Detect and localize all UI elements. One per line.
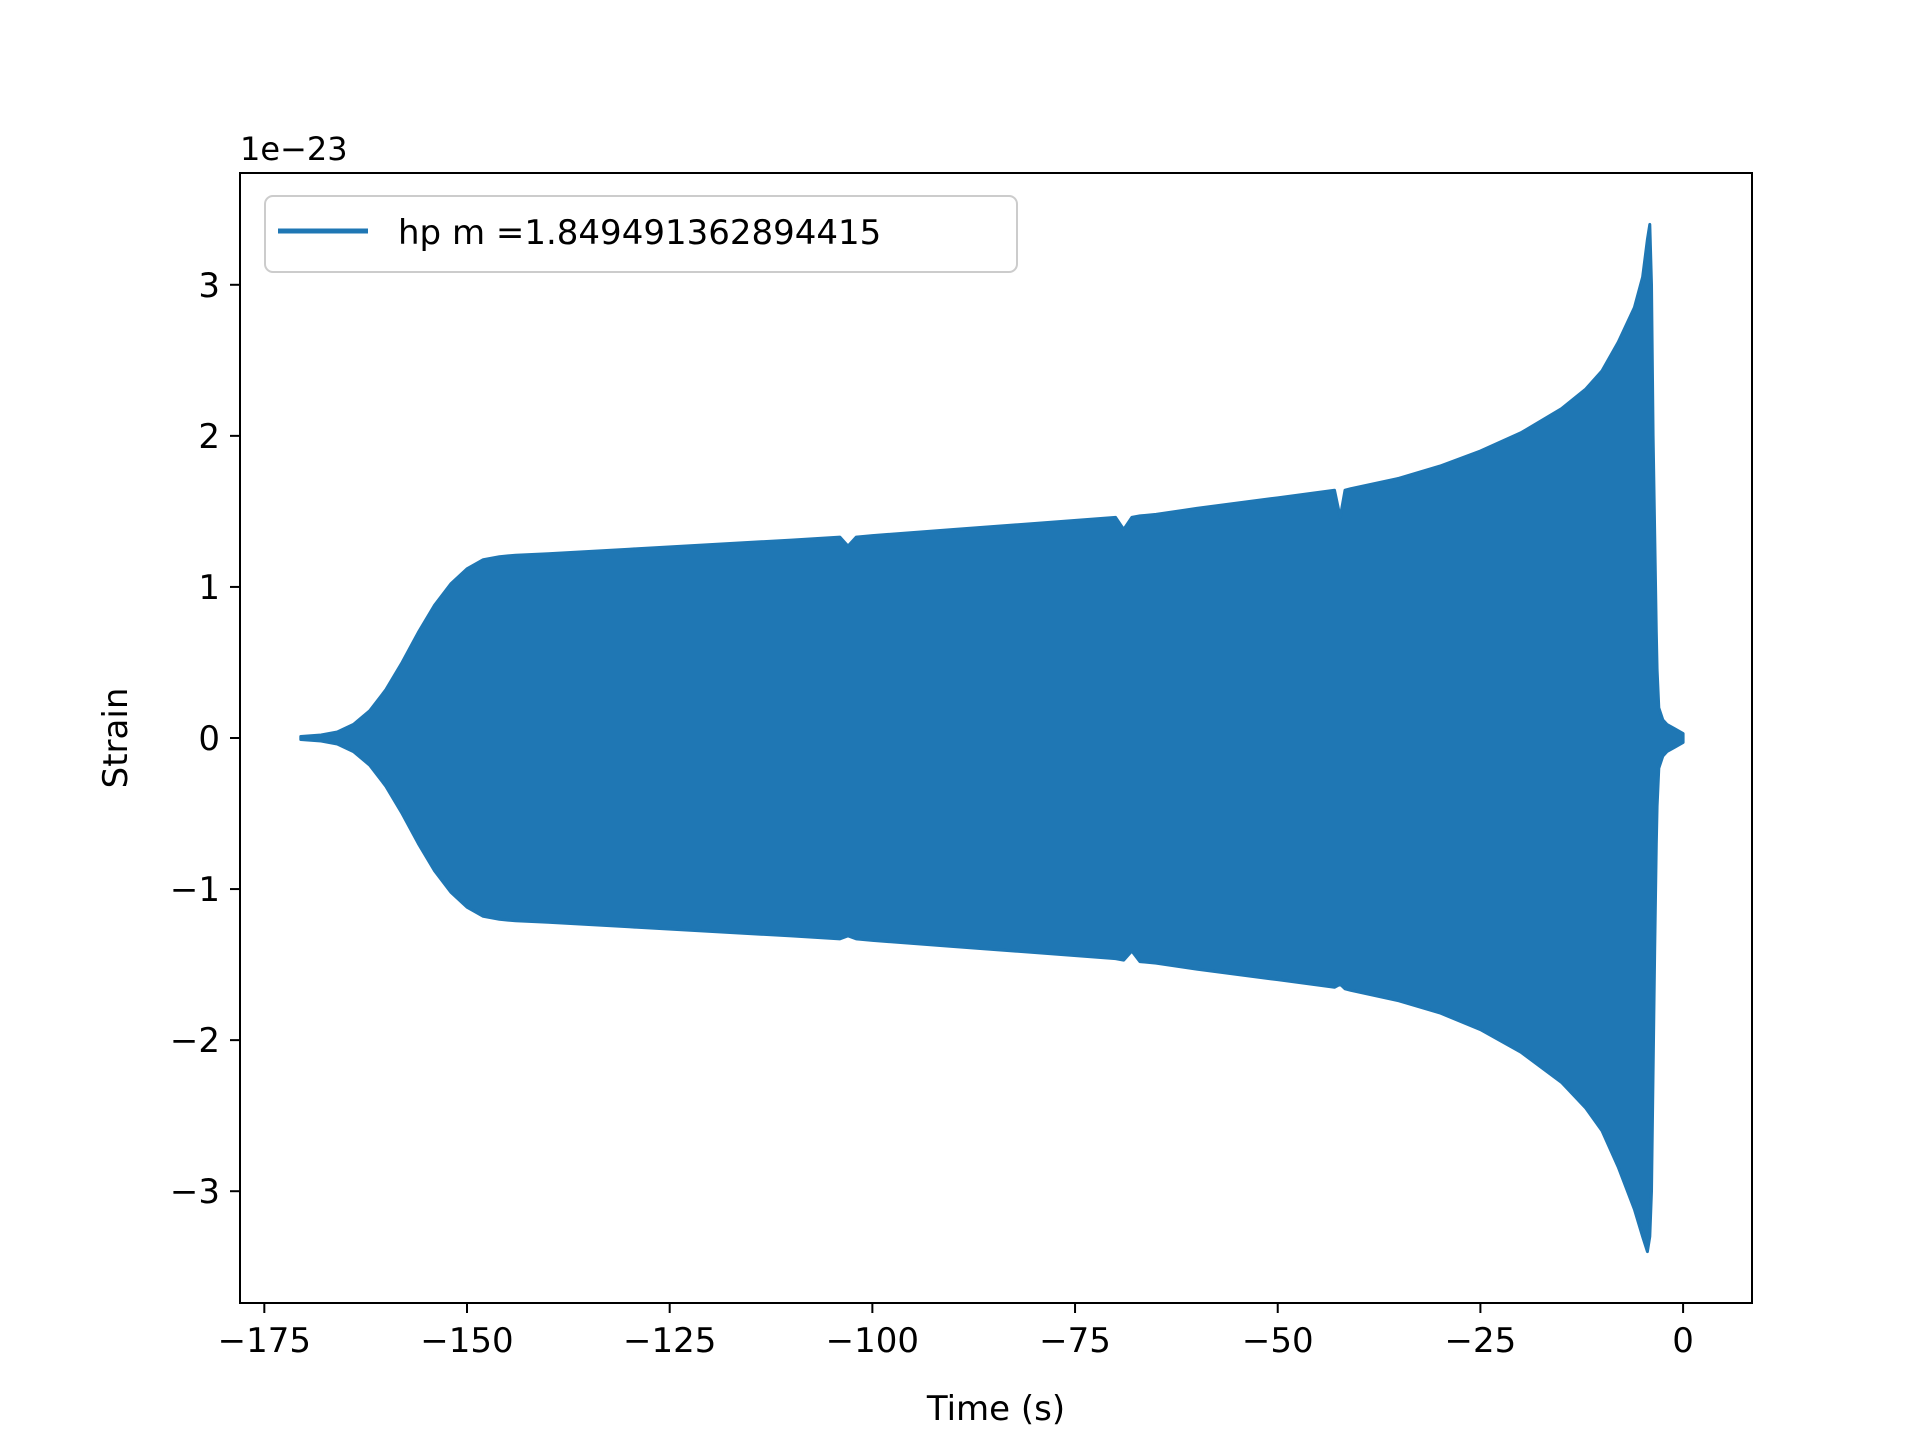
y-axis-ticks: −3 −2 −1 0 1 2 3 (170, 266, 240, 1212)
x-tick-label: −100 (826, 1321, 919, 1361)
x-tick-label: −150 (420, 1321, 513, 1361)
legend: hp m =1.849491362894415 (264, 195, 1018, 273)
x-tick-label: −75 (1039, 1321, 1111, 1361)
legend-label: hp m =1.849491362894415 (398, 213, 881, 253)
x-tick-label: −25 (1445, 1321, 1517, 1361)
y-axis-label: Strain (96, 688, 136, 789)
y-tick-label: 2 (198, 417, 220, 457)
y-tick-label: 3 (198, 266, 220, 306)
x-tick-label: −125 (623, 1321, 716, 1361)
series-waveform (299, 222, 1685, 1254)
x-axis-label: Time (s) (926, 1389, 1065, 1429)
y-tick-label: −3 (170, 1172, 220, 1212)
y-tick-label: 0 (198, 719, 220, 759)
x-tick-label: −50 (1242, 1321, 1314, 1361)
x-tick-label: −175 (218, 1321, 311, 1361)
y-tick-label: −1 (170, 870, 220, 910)
y-tick-label: −2 (170, 1021, 220, 1061)
x-tick-label: 0 (1672, 1321, 1694, 1361)
plot-area (299, 222, 1685, 1254)
x-axis-ticks: −175 −150 −125 −100 −75 −50 −25 0 (218, 1303, 1694, 1361)
legend-box (264, 195, 1018, 273)
y-axis-offset-label: 1e−23 (240, 130, 348, 168)
series-layer (299, 222, 1685, 1254)
y-tick-label: 1 (198, 568, 220, 608)
